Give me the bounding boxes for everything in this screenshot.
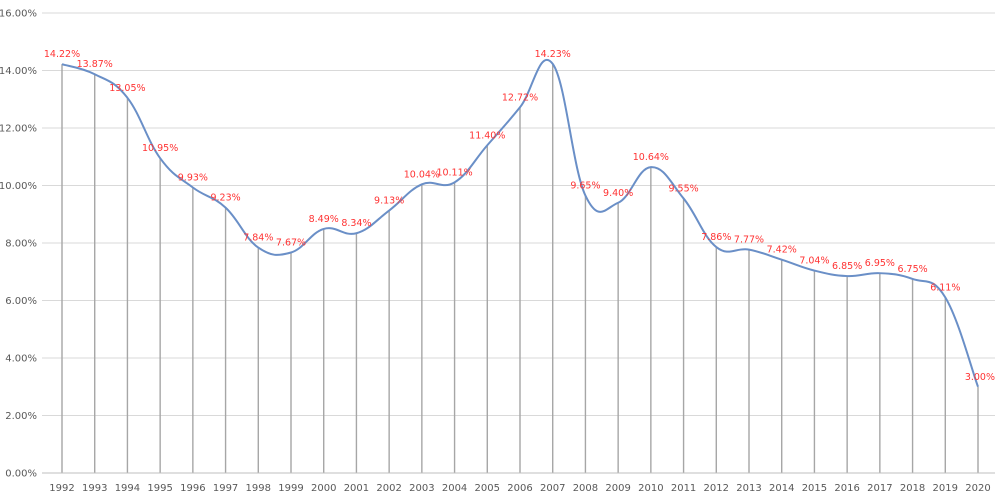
data-label: 10.04%: [404, 169, 440, 180]
x-tick-label: 1995: [147, 483, 172, 494]
data-label: 8.34%: [341, 218, 371, 229]
x-tick-label: 2019: [933, 483, 958, 494]
x-tick-label: 2017: [867, 483, 892, 494]
y-tick-label: 6.00%: [5, 296, 37, 307]
data-label: 7.67%: [276, 237, 306, 248]
y-tick-label: 10.00%: [0, 181, 37, 192]
data-label: 11.40%: [469, 130, 505, 141]
x-tick-label: 1998: [246, 483, 271, 494]
x-tick-label: 2009: [605, 483, 630, 494]
data-label: 7.84%: [243, 233, 273, 244]
gridlines: [42, 12, 995, 416]
data-label: 9.65%: [570, 181, 600, 192]
y-tick-label: 16.00%: [0, 9, 37, 20]
y-tick-label: 12.00%: [0, 124, 37, 135]
x-tick-label: 1997: [213, 483, 238, 494]
data-label: 12.72%: [502, 92, 538, 103]
data-labels: 14.22%13.87%13.05%10.95%9.93%9.23%7.84% 7…: [44, 49, 995, 383]
x-tick-label: 1993: [82, 483, 107, 494]
y-axis-ticks: 0.00% 2.00% 4.00% 6.00% 8.00% 10.00% 12.00% 14.…: [0, 9, 37, 480]
data-label: 6.75%: [897, 264, 927, 275]
data-label: 3.00%: [965, 372, 995, 383]
data-label: 7.86%: [701, 232, 731, 243]
x-tick-label: 1996: [180, 483, 205, 494]
data-label: 6.11%: [930, 282, 960, 293]
x-tick-label: 2010: [638, 483, 663, 494]
data-label: 9.13%: [374, 196, 404, 207]
x-tick-label: 2007: [540, 483, 565, 494]
x-tick-label: 1992: [49, 483, 74, 494]
data-label: 13.87%: [77, 59, 113, 70]
x-tick-label: 2006: [507, 483, 532, 494]
data-label: 13.05%: [109, 83, 145, 94]
data-label: 9.55%: [668, 183, 698, 194]
x-tick-label: 2004: [442, 483, 467, 494]
x-tick-label: 2014: [769, 483, 794, 494]
y-tick-label: 8.00%: [5, 239, 37, 250]
x-tick-label: 2000: [311, 483, 336, 494]
x-tick-label: 2002: [376, 483, 401, 494]
x-tick-label: 2016: [834, 483, 859, 494]
x-tick-label: 2018: [900, 483, 925, 494]
data-label: 10.64%: [633, 152, 669, 163]
data-label: 9.40%: [603, 188, 633, 199]
x-tick-label: 1994: [115, 483, 140, 494]
data-label: 9.93%: [178, 173, 208, 184]
data-label: 7.04%: [799, 256, 829, 267]
y-tick-label: 4.00%: [5, 354, 37, 365]
y-tick-label: 2.00%: [5, 411, 37, 422]
data-label: 14.23%: [535, 49, 571, 60]
y-tick-label: 0.00%: [5, 469, 37, 480]
data-label: 9.23%: [210, 193, 240, 204]
x-tick-label: 2020: [965, 483, 990, 494]
x-tick-label: 2001: [344, 483, 369, 494]
x-tick-label: 2008: [573, 483, 598, 494]
data-label: 7.77%: [734, 235, 764, 246]
series-line: [61, 59, 979, 388]
x-tick-label: 2012: [704, 483, 729, 494]
data-label: 6.85%: [832, 261, 862, 272]
drop-lines: [61, 63, 979, 473]
data-label: 7.42%: [767, 245, 797, 256]
x-axis-ticks: 1992 1993 1994 1995 1996 1997 1998 1999 2000 2001…: [49, 483, 990, 494]
data-label: 14.22%: [44, 49, 80, 60]
x-tick-label: 2013: [736, 483, 761, 494]
x-tick-label: 2011: [671, 483, 696, 494]
x-tick-label: 2003: [409, 483, 434, 494]
data-label: 6.95%: [865, 258, 895, 269]
data-label: 10.11%: [436, 167, 472, 178]
data-label: 8.49%: [309, 214, 339, 225]
y-tick-label: 14.00%: [0, 66, 37, 77]
x-tick-label: 2015: [802, 483, 827, 494]
data-label: 10.95%: [142, 143, 178, 154]
x-tick-label: 1999: [278, 483, 303, 494]
x-tick-label: 2005: [475, 483, 500, 494]
